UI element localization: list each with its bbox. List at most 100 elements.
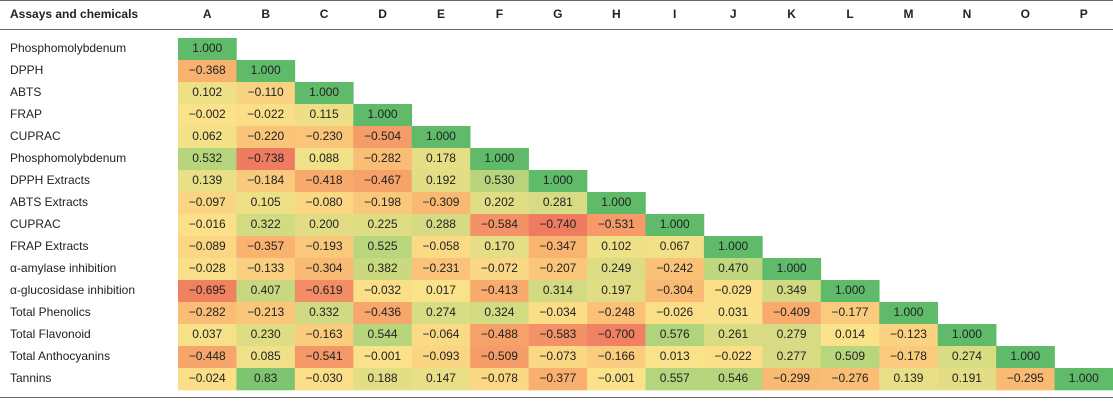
cell-value: −0.242 [656, 261, 693, 275]
heat-cell [528, 236, 588, 259]
heat-cell [411, 214, 471, 237]
row-label: DPPH Extracts [10, 173, 90, 187]
heat-cell [645, 236, 705, 259]
cell-value: 1.000 [309, 85, 339, 99]
column-header: J [730, 7, 737, 21]
cell-value: −0.178 [890, 349, 927, 363]
cell-value: −0.299 [773, 371, 810, 385]
heat-cell [411, 148, 471, 171]
cell-value: −0.089 [189, 239, 226, 253]
column-header: K [787, 7, 796, 21]
heat-cell [178, 170, 237, 193]
cell-value: 1.000 [368, 107, 398, 121]
cell-value: 0.139 [192, 173, 222, 187]
heat-cell [178, 126, 237, 149]
cell-value: −0.413 [481, 283, 518, 297]
heat-cell [294, 104, 354, 127]
heat-cell [1054, 368, 1113, 391]
cell-value: 0.105 [251, 195, 281, 209]
cell-value: −0.123 [890, 327, 927, 341]
cell-value: 1.000 [601, 195, 631, 209]
heat-cell [411, 192, 471, 215]
cell-value: −0.695 [189, 283, 226, 297]
heat-cell [236, 126, 296, 149]
heat-cell [353, 126, 413, 149]
heat-cell [528, 324, 588, 347]
heat-cell [178, 214, 237, 237]
heat-cell [587, 346, 646, 369]
heat-cell [762, 346, 822, 369]
cell-value: −0.347 [539, 239, 576, 253]
heat-cell [528, 302, 588, 325]
heat-cell [236, 148, 296, 171]
heat-cell [703, 236, 763, 259]
cell-value: −0.504 [364, 129, 401, 143]
cell-value: 0.525 [368, 239, 398, 253]
cell-value: 0.274 [952, 349, 982, 363]
heat-cell [353, 214, 413, 237]
row-label: Total Anthocyanins [10, 349, 110, 363]
heat-cell [353, 170, 413, 193]
heat-cell [879, 302, 938, 325]
column-header: A [203, 7, 212, 21]
cell-value: −0.531 [598, 217, 635, 231]
heat-cell [411, 346, 471, 369]
column-header: G [553, 7, 562, 21]
cell-value: 0.192 [426, 173, 456, 187]
heat-cell [294, 346, 354, 369]
cell-value: −0.220 [247, 129, 284, 143]
cell-value: 0.013 [660, 349, 690, 363]
cell-value: 0.544 [368, 327, 398, 341]
cell-value: 0.277 [777, 349, 807, 363]
heat-cell [470, 368, 529, 391]
cell-value: 0.470 [718, 261, 748, 275]
cell-value: 0.576 [660, 327, 690, 341]
heat-cell [353, 148, 413, 171]
cell-value: −0.309 [422, 195, 459, 209]
heat-cell [294, 258, 354, 281]
column-header: E [437, 7, 445, 21]
heat-cell [178, 192, 237, 215]
cell-value: −0.001 [598, 371, 635, 385]
cell-value: −0.740 [539, 217, 576, 231]
cell-value: −0.022 [247, 107, 284, 121]
heat-cell [236, 192, 296, 215]
cell-value: −0.184 [247, 173, 284, 187]
heat-cell [294, 214, 354, 237]
cell-value: 0.274 [426, 305, 456, 319]
cell-value: 0.546 [718, 371, 748, 385]
cell-value: 1.000 [718, 239, 748, 253]
cell-value: 0.147 [426, 371, 456, 385]
heat-cell [353, 280, 413, 303]
cell-value: 0.014 [835, 327, 865, 341]
heat-cell [645, 302, 705, 325]
heat-cell [178, 324, 237, 347]
cell-value: 0.557 [660, 371, 690, 385]
cell-value: −0.295 [1007, 371, 1044, 385]
cell-value: −0.080 [306, 195, 343, 209]
heat-cell [645, 258, 705, 281]
cell-value: −0.248 [598, 305, 635, 319]
heat-cell [411, 368, 471, 391]
heat-cell [294, 302, 354, 325]
cell-value: 1.000 [1010, 349, 1040, 363]
cell-value: −0.436 [364, 305, 401, 319]
row-label: Total Flavonoid [10, 327, 91, 341]
cell-value: −0.583 [539, 327, 576, 341]
cell-value: −0.078 [481, 371, 518, 385]
column-header: B [261, 7, 270, 21]
row-label: ABTS Extracts [10, 195, 88, 209]
cell-value: −0.058 [422, 239, 459, 253]
heat-cell [178, 148, 237, 171]
cell-value: −0.509 [481, 349, 518, 363]
row-label: Total Phenolics [10, 305, 91, 319]
heat-cell [178, 346, 237, 369]
heat-cell [294, 368, 354, 391]
heat-cell [236, 346, 296, 369]
heat-cell [996, 368, 1055, 391]
heat-cell [879, 324, 938, 347]
cell-value: 0.088 [309, 151, 339, 165]
cell-value: 0.037 [192, 327, 222, 341]
cell-value: 0.324 [484, 305, 514, 319]
heat-cell [937, 324, 997, 347]
